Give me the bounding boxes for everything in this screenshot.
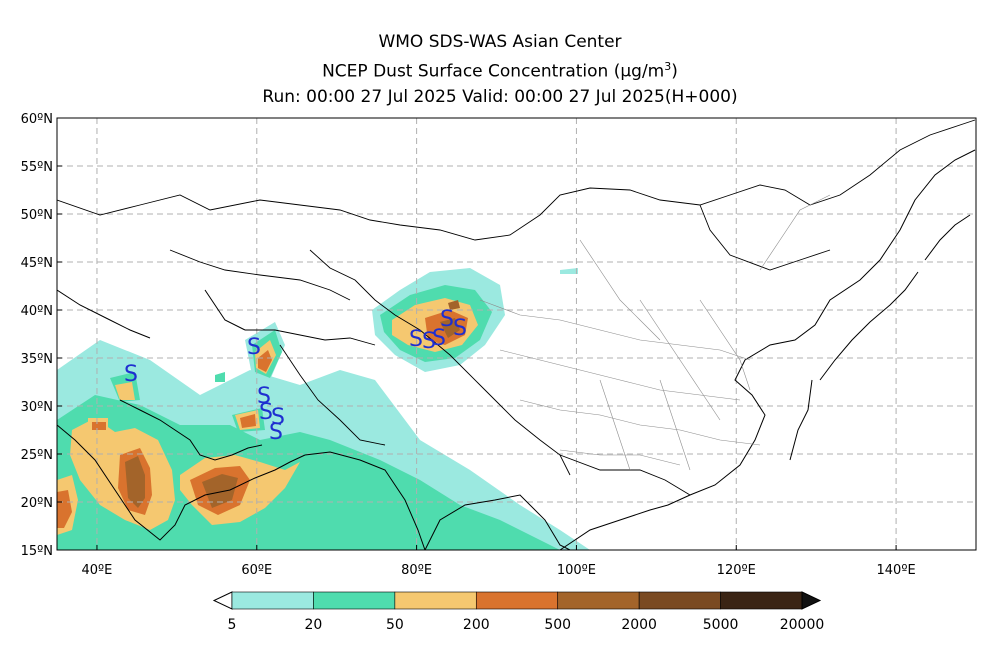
- colorbar-bin: [231, 591, 314, 610]
- dust-station-marker: S: [259, 400, 273, 425]
- colorbar-label: 20000: [780, 617, 825, 633]
- lon-tick-label: 100ºE: [557, 563, 596, 578]
- lat-tick-label: 50ºN: [21, 208, 53, 223]
- colorbar-bin: [475, 591, 559, 610]
- dust-station-marker: S: [409, 327, 423, 352]
- lat-tick-label: 15ºN: [21, 544, 53, 559]
- dust-station-marker: S: [247, 335, 261, 360]
- colorbar-bin: [638, 591, 721, 610]
- colorbar: 5 20 50 200 500 2000 5000 20000: [212, 591, 825, 633]
- dust-station-marker: S: [257, 384, 271, 409]
- colorbar-bin: [313, 591, 396, 610]
- map-frame: [56, 117, 977, 551]
- map-title-line3: Run: 00:00 27 Jul 2025 Valid: 00:00 27 J…: [262, 87, 738, 107]
- lon-tick-label: 40ºE: [82, 563, 113, 578]
- map-title-line2: NCEP Dust Surface Concentration (μg/m3): [322, 60, 678, 82]
- dust-station-marker: S: [269, 420, 283, 445]
- lat-tick-label: 45ºN: [21, 256, 53, 271]
- map-title-line1: WMO SDS-WAS Asian Center: [378, 32, 622, 52]
- lat-tick-label: 35ºN: [21, 352, 53, 367]
- province-borders: [479, 194, 831, 471]
- dust-station-marker: S: [271, 405, 285, 430]
- lat-tick-label: 25ºN: [21, 448, 53, 463]
- lat-tick-label: 30ºN: [21, 400, 53, 415]
- colorbar-under-arrow: [212, 591, 233, 610]
- lon-tick-label: 80ºE: [401, 563, 432, 578]
- country-borders: [57, 119, 976, 496]
- coastlines: [57, 149, 976, 550]
- colorbar-label: 5000: [703, 617, 739, 633]
- lon-tick-label: 140ºE: [877, 563, 916, 578]
- dust-station-marker: S: [422, 329, 436, 354]
- colorbar-label: 5: [228, 617, 237, 633]
- colorbar-label: 2000: [621, 617, 657, 633]
- colorbar-label: 200: [463, 617, 490, 633]
- lat-tick-label: 60ºN: [21, 112, 53, 127]
- lon-tick-label: 60ºE: [241, 563, 272, 578]
- lat-tick-label: 20ºN: [21, 496, 53, 511]
- colorbar-bin: [394, 591, 477, 610]
- latitude-axis: 15ºN 20ºN 25ºN 30ºN 35ºN 40ºN 45ºN 50ºN 55ºN 60ºN: [21, 112, 62, 559]
- colorbar-label: 20: [305, 617, 323, 633]
- lon-tick-label: 120ºE: [717, 563, 756, 578]
- colorbar-over-arrow: [801, 591, 822, 610]
- dust-station-marker: S: [432, 326, 446, 351]
- lat-tick-label: 40ºN: [21, 304, 53, 319]
- colorbar-bin: [557, 591, 640, 610]
- longitude-axis: 40ºE 60ºE 80ºE 100ºE 120ºE 140ºE: [82, 545, 916, 578]
- gridlines: [57, 118, 976, 550]
- colorbar-label: 50: [386, 617, 404, 633]
- lat-tick-label: 55ºN: [21, 160, 53, 175]
- dust-station-marker: S: [453, 316, 467, 341]
- colorbar-label: 500: [544, 617, 571, 633]
- dust-station-marker: S: [440, 307, 454, 332]
- colorbar-bin: [720, 591, 803, 610]
- dust-station-marker: S: [124, 362, 138, 387]
